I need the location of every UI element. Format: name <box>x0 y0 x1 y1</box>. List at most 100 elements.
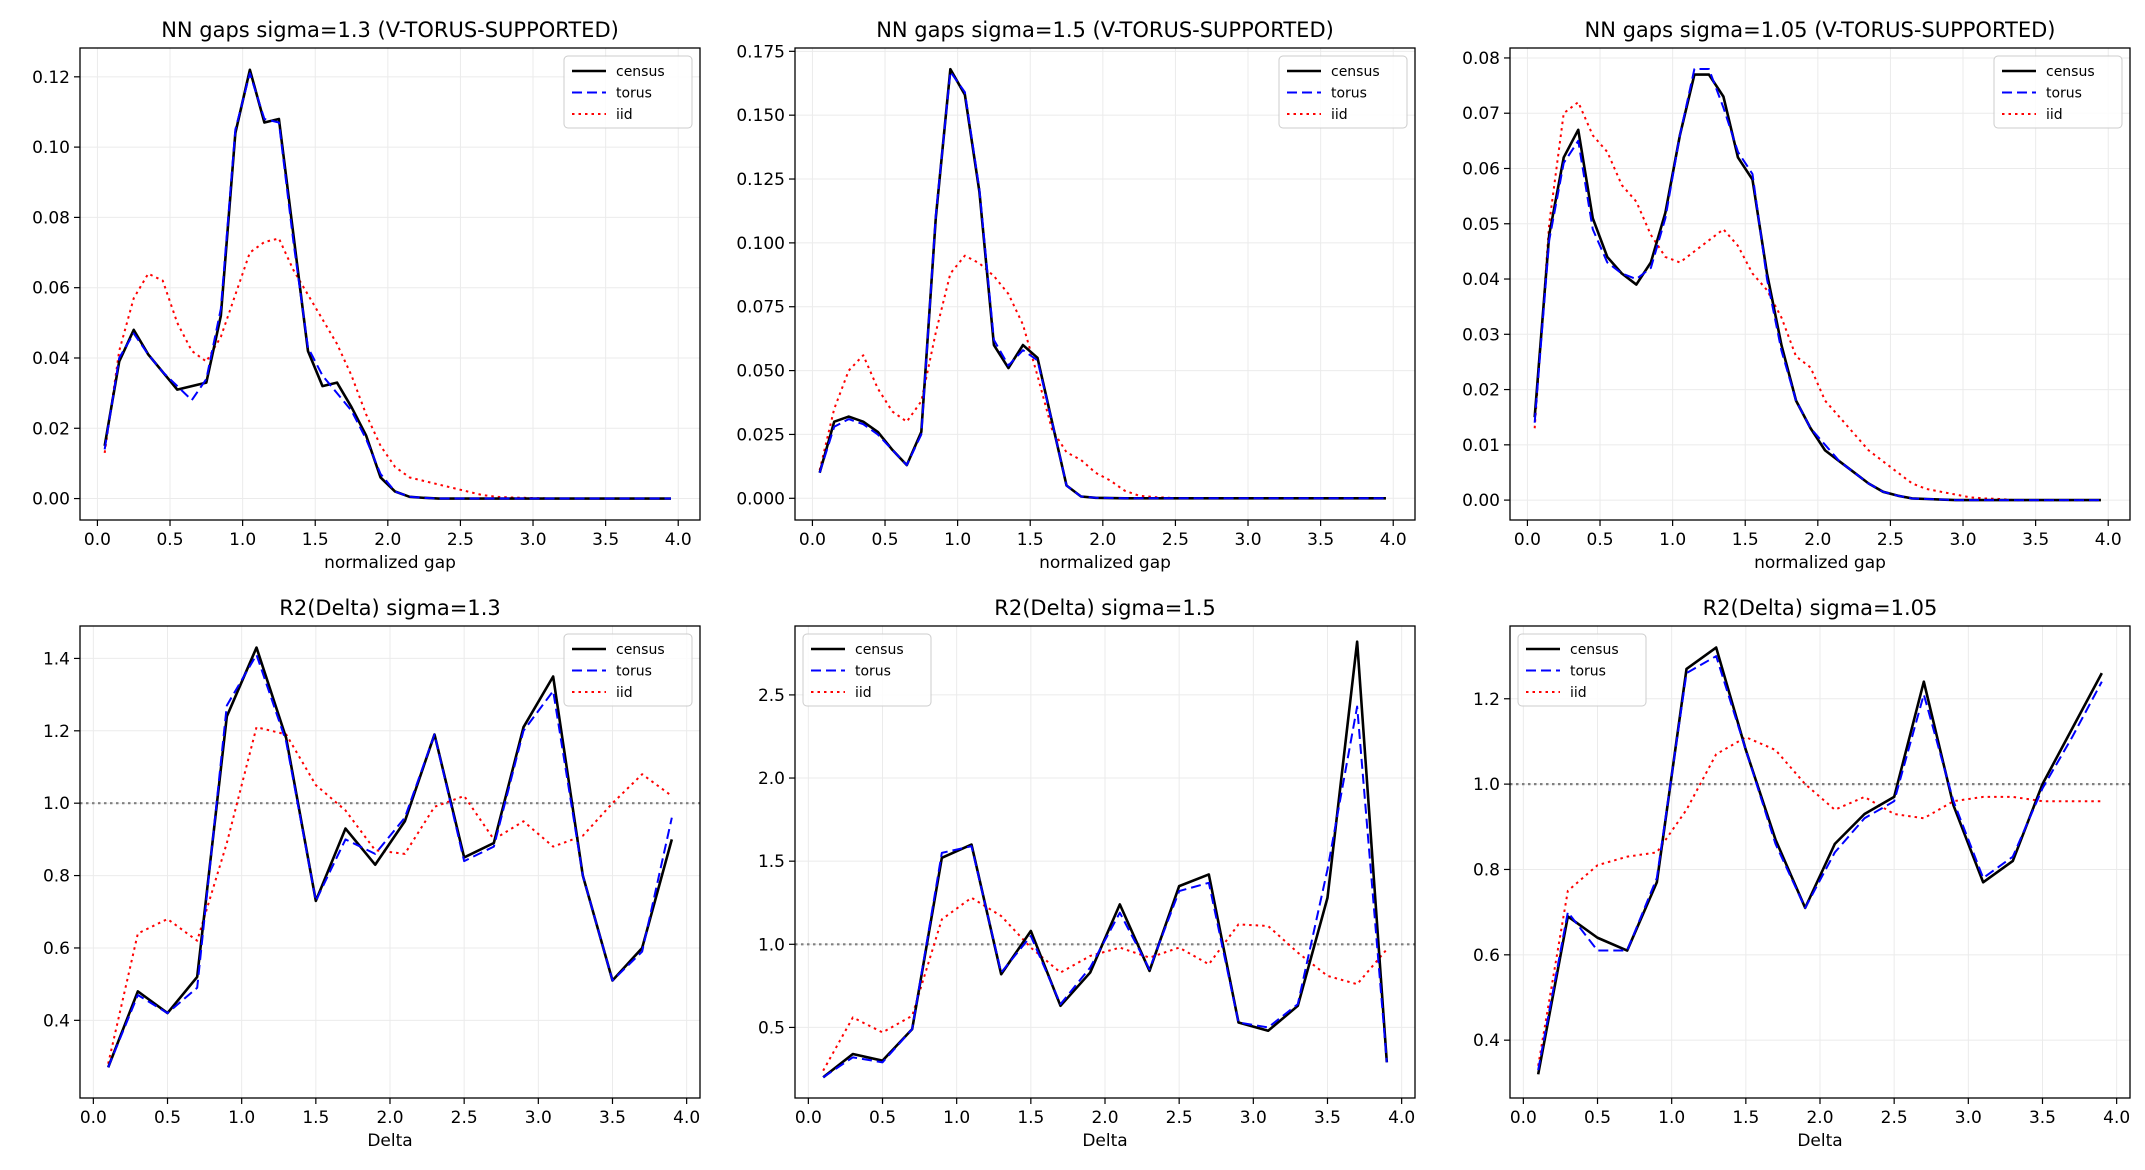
x-tick-label: 0.5 <box>1587 530 1614 550</box>
legend-label-iid: iid <box>616 107 633 123</box>
legend: census torus iid <box>1517 633 1647 707</box>
y-tick-label: 0.00 <box>1462 491 1500 511</box>
y-tick-label: 0.04 <box>1462 270 1500 290</box>
legend-label-census: census <box>2046 64 2095 80</box>
x-tick-label: 1.0 <box>944 530 971 550</box>
x-tick-label: 0.0 <box>1514 530 1541 550</box>
x-axis-label: normalized gap <box>1039 553 1171 573</box>
legend: census torus iid <box>563 633 693 707</box>
x-tick-label: 3.0 <box>1955 1108 1982 1128</box>
x-tick-label: 4.0 <box>2095 530 2122 550</box>
y-tick-label: 0.02 <box>1462 381 1500 401</box>
x-tick-label: 3.5 <box>592 530 619 550</box>
x-tick-label: 2.0 <box>374 530 401 550</box>
x-tick-label: 4.0 <box>665 530 692 550</box>
axes-frame <box>794 47 1416 521</box>
x-axis-label: Delta <box>1082 1131 1127 1151</box>
legend-label-torus: torus <box>2046 86 2082 102</box>
y-tick-label: 2.0 <box>758 769 785 789</box>
x-tick-label: 0.0 <box>1510 1108 1537 1128</box>
axes-frame <box>1509 47 2131 521</box>
x-tick-label: 3.0 <box>519 530 546 550</box>
legend: census torus iid <box>563 55 693 129</box>
y-tick-label: 1.0 <box>758 935 785 955</box>
x-tick-label: 4.0 <box>673 1108 700 1128</box>
legend-label-census: census <box>1570 642 1619 658</box>
x-tick-label: 0.5 <box>154 1108 181 1128</box>
y-tick-label: 0.075 <box>736 298 785 318</box>
x-axis-label: normalized gap <box>324 553 456 573</box>
x-tick-label: 1.5 <box>1017 530 1044 550</box>
y-tick-label: 0.150 <box>736 106 785 126</box>
legend-box <box>1517 633 1647 707</box>
x-tick-label: 2.5 <box>1162 530 1189 550</box>
x-tick-label: 0.0 <box>799 530 826 550</box>
y-tick-label: 1.0 <box>1473 775 1500 795</box>
x-tick-label: 2.5 <box>451 1108 478 1128</box>
series-line-torus <box>1537 655 2103 1071</box>
y-tick-label: 0.4 <box>1473 1031 1500 1051</box>
legend-label-iid: iid <box>616 685 633 701</box>
legend: census torus iid <box>1993 55 2123 129</box>
x-tick-label: 3.0 <box>1234 530 1261 550</box>
y-tick-label: 0.050 <box>736 362 785 382</box>
x-tick-label: 0.0 <box>80 1108 107 1128</box>
legend-label-torus: torus <box>855 664 891 680</box>
y-tick-label: 0.6 <box>43 939 70 959</box>
x-tick-label: 2.0 <box>1091 1108 1118 1128</box>
series-line-iid <box>1537 736 2102 1066</box>
y-tick-label: 0.10 <box>32 138 70 158</box>
chart-panel-3: 0.0 0.5 1.0 1.5 2.0 2.5 3.0 3.5 4.0 0.00 0.01 0.02 0… <box>1462 18 2131 573</box>
legend-box <box>563 55 693 129</box>
x-tick-label: 3.0 <box>1949 530 1976 550</box>
y-tick-label: 1.4 <box>43 649 70 669</box>
x-tick-label: 1.5 <box>1017 1108 1044 1128</box>
chart-title: R2(Delta) sigma=1.05 <box>1703 596 1938 620</box>
y-tick-label: 0.02 <box>32 419 70 439</box>
x-tick-label: 4.0 <box>1380 530 1407 550</box>
y-tick-label: 0.4 <box>43 1011 70 1031</box>
legend-label-census: census <box>1331 64 1380 80</box>
x-axis-label: Delta <box>1797 1131 1842 1151</box>
x-tick-label: 0.0 <box>84 530 111 550</box>
chart-title: NN gaps sigma=1.05 (V-TORUS-SUPPORTED) <box>1585 18 2056 42</box>
x-tick-label: 4.0 <box>2103 1108 2130 1128</box>
x-tick-label: 1.5 <box>1732 1108 1759 1128</box>
legend-label-census: census <box>616 64 665 80</box>
x-tick-label: 2.0 <box>1806 1108 1833 1128</box>
x-tick-label: 2.5 <box>1877 530 1904 550</box>
legend-label-iid: iid <box>855 685 872 701</box>
x-tick-label: 1.5 <box>1732 530 1759 550</box>
x-tick-label: 1.0 <box>229 530 256 550</box>
legend: census torus iid <box>802 633 932 707</box>
chart-title: R2(Delta) sigma=1.3 <box>279 596 500 620</box>
x-tick-label: 3.5 <box>599 1108 626 1128</box>
y-tick-label: 0.5 <box>758 1018 785 1038</box>
x-tick-label: 2.0 <box>376 1108 403 1128</box>
legend-label-iid: iid <box>2046 107 2063 123</box>
x-tick-label: 0.0 <box>795 1108 822 1128</box>
y-tick-label: 0.100 <box>736 234 785 254</box>
x-tick-label: 0.5 <box>872 530 899 550</box>
y-tick-label: 1.2 <box>43 722 70 742</box>
legend: census torus iid <box>1278 55 1408 129</box>
y-tick-label: 0.07 <box>1462 104 1500 124</box>
legend-label-iid: iid <box>1570 685 1587 701</box>
y-tick-label: 0.175 <box>736 42 785 62</box>
y-tick-label: 0.04 <box>32 349 70 369</box>
legend-label-census: census <box>616 642 665 658</box>
chart-panel-6: 0.0 0.5 1.0 1.5 2.0 2.5 3.0 3.5 4.0 0.4 0.6 0.8 1.0 1… <box>1473 596 2131 1151</box>
legend-box <box>563 633 693 707</box>
x-tick-label: 2.5 <box>1881 1108 1908 1128</box>
x-tick-label: 1.0 <box>943 1108 970 1128</box>
y-tick-label: 0.08 <box>32 208 70 228</box>
x-axis-label: Delta <box>367 1131 412 1151</box>
x-tick-label: 0.5 <box>869 1108 896 1128</box>
y-tick-label: 0.000 <box>736 489 785 509</box>
legend-label-census: census <box>855 642 904 658</box>
legend-label-iid: iid <box>1331 107 1348 123</box>
x-axis-label: normalized gap <box>1754 553 1886 573</box>
y-tick-label: 0.8 <box>1473 860 1500 880</box>
y-tick-label: 0.06 <box>1462 159 1500 179</box>
